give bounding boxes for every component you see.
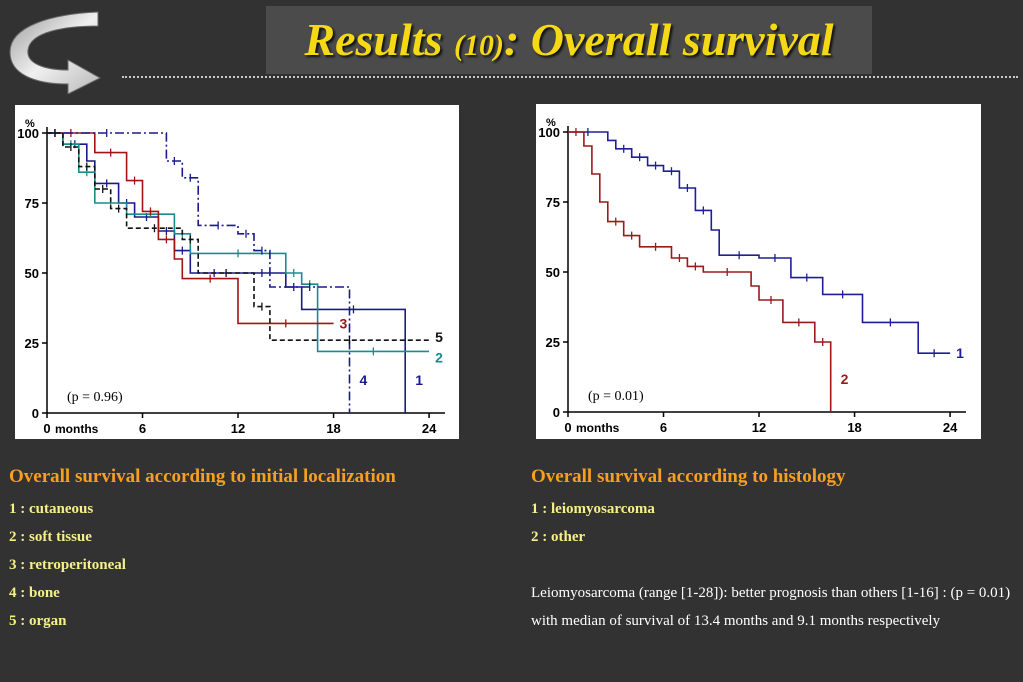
survival-chart-localization-svg: 0 25 50 75 100% 0 6 12 18 24 months 12 3 4 5 (p = 0.96) [17,118,445,436]
title-main: Results [304,14,443,65]
legend-localization: 1 : cutaneous 2 : soft tissue 3 : retrop… [9,495,126,635]
legend-item-4: 4 : bone [9,585,60,601]
y-tick-label: 50 [546,265,560,280]
x-tick-label: 18 [847,420,861,435]
y-tick-label: 25 [546,335,560,350]
caption-histology: Overall survival according to histology [531,466,846,487]
legend-item-5: 5 : organ [9,613,67,629]
back-arrow-icon[interactable] [4,8,104,94]
y-tick-label: 75 [25,196,39,211]
histology-note: Leiomyosarcoma (range [1-28]): better pr… [531,585,1011,629]
x-tick-label: 24 [943,420,958,435]
survival-curve-3 [47,132,334,325]
legend-item-1: 1 : leiomyosarcoma [531,501,655,517]
y-tick-label: 75 [546,195,560,210]
y-tick-label: 50 [25,266,39,281]
title-divider [122,76,1018,78]
y-tick-label: 100 [538,125,560,140]
x-tick-label: 18 [326,421,340,436]
survival-curve-2 [47,132,430,353]
legend-histology: 1 : leiomyosarcoma 2 : other [531,495,655,551]
title-rest: : Overall survival [503,14,834,65]
y-tick-label: 0 [553,405,560,420]
curve-label-4: 4 [359,372,367,388]
y-tick-label: 0 [32,406,39,421]
curve-label-3: 3 [340,315,348,331]
slide-title: Results (10): Overall survival [266,10,872,76]
y-axis-label: % [546,117,556,129]
legend-item-1: 1 : cutaneous [9,501,94,517]
y-axis-label: % [25,118,35,130]
survival-curve-1 [568,131,951,354]
y-tick-label: 25 [25,336,39,351]
x-tick-label: 12 [752,420,766,435]
survival-curve-4 [47,132,351,413]
x-axis-label: months [576,421,620,435]
caption-localization: Overall survival according to initial lo… [9,466,396,487]
title-background [266,6,872,74]
x-axis-label: months [55,422,99,436]
legend-item-2: 2 : soft tissue [9,529,92,545]
x-tick-label: 6 [660,420,667,435]
x-tick-label: 12 [231,421,245,436]
x-tick-label: 6 [139,421,146,436]
survival-chart-histology: 0 25 50 75 100% 0 6 12 18 24 months 1 2 (p = 0.01) [536,104,981,439]
legend-item-2: 2 : other [531,529,586,545]
x-tick-label: 24 [422,421,437,436]
survival-curve-2 [568,131,832,412]
p-value-annotation: (p = 0.01) [588,389,644,404]
title-number: (10) [453,29,504,62]
survival-chart-localization: 0 25 50 75 100% 0 6 12 18 24 months 1 2 3 4 5 (p = 0.96) [15,105,459,439]
p-value-annotation: (p = 0.96) [67,390,123,405]
y-tick-label: 100 [17,126,39,141]
legend-item-3: 3 : retroperitoneal [9,557,126,573]
survival-curve-5 [47,132,430,341]
x-tick-label: 0 [43,421,50,436]
curve-label-1: 1 [415,372,423,388]
x-tick-label: 0 [564,420,571,435]
curve-label-2: 2 [435,349,443,365]
curve-label-5: 5 [435,329,443,345]
curve-label-2: 2 [841,371,849,387]
curve-label-1: 1 [956,345,964,361]
